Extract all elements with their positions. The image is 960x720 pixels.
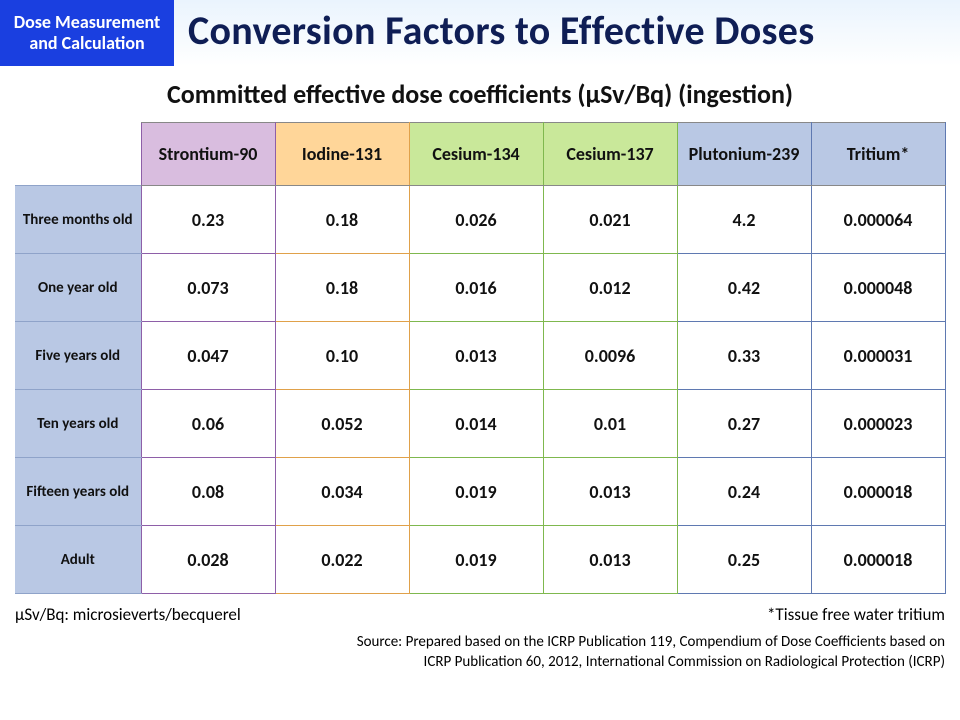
column-header: Cesium-137	[543, 123, 677, 186]
row-header: Ten years old	[15, 390, 141, 458]
data-cell: 0.18	[275, 186, 409, 254]
column-header: Iodine-131	[275, 123, 409, 186]
data-cell: 0.026	[409, 186, 543, 254]
data-cell: 0.000031	[811, 322, 945, 390]
table-row: Ten years old0.060.0520.0140.010.270.000…	[15, 390, 945, 458]
row-header: Five years old	[15, 322, 141, 390]
data-cell: 4.2	[677, 186, 811, 254]
table-row: Fifteen years old0.080.0340.0190.0130.24…	[15, 458, 945, 526]
data-cell: 0.012	[543, 254, 677, 322]
footnote-right: *Tissue free water tritium	[767, 604, 945, 625]
data-cell: 0.052	[275, 390, 409, 458]
column-header: Strontium-90	[141, 123, 275, 186]
data-cell: 0.0096	[543, 322, 677, 390]
row-header: One year old	[15, 254, 141, 322]
data-cell: 0.10	[275, 322, 409, 390]
data-cell: 0.000023	[811, 390, 945, 458]
data-cell: 0.073	[141, 254, 275, 322]
data-cell: 0.000048	[811, 254, 945, 322]
data-cell: 0.013	[543, 526, 677, 594]
subtitle: Committed effective dose coefficients (μ…	[0, 78, 960, 110]
table-row: Five years old0.0470.100.0130.00960.330.…	[15, 322, 945, 390]
header-band: Dose Measurement and Calculation Convers…	[0, 0, 960, 66]
data-cell: 0.23	[141, 186, 275, 254]
table-container: Strontium-90Iodine-131Cesium-134Cesium-1…	[15, 122, 945, 594]
source-citation: Source: Prepared based on the ICRP Publi…	[15, 633, 945, 672]
data-cell: 0.08	[141, 458, 275, 526]
table-row: Adult0.0280.0220.0190.0130.250.000018	[15, 526, 945, 594]
table-row: Three months old0.230.180.0260.0214.20.0…	[15, 186, 945, 254]
data-cell: 0.33	[677, 322, 811, 390]
data-cell: 0.047	[141, 322, 275, 390]
data-cell: 0.27	[677, 390, 811, 458]
data-cell: 0.000018	[811, 526, 945, 594]
data-cell: 0.022	[275, 526, 409, 594]
data-cell: 0.000064	[811, 186, 945, 254]
column-header: Plutonium-239	[677, 123, 811, 186]
data-cell: 0.014	[409, 390, 543, 458]
table-row: One year old0.0730.180.0160.0120.420.000…	[15, 254, 945, 322]
data-cell: 0.000018	[811, 458, 945, 526]
data-cell: 0.021	[543, 186, 677, 254]
row-header: Adult	[15, 526, 141, 594]
row-header: Three months old	[15, 186, 141, 254]
source-line: ICRP Publication 60, 2012, International…	[15, 653, 945, 673]
page-title: Conversion Factors to Effective Doses	[188, 6, 948, 55]
footnotes: μSv/Bq: microsieverts/becquerel *Tissue …	[15, 604, 945, 625]
column-header: Tritium*	[811, 123, 945, 186]
footnote-left: μSv/Bq: microsieverts/becquerel	[15, 604, 241, 625]
data-cell: 0.06	[141, 390, 275, 458]
data-cell: 0.016	[409, 254, 543, 322]
data-cell: 0.25	[677, 526, 811, 594]
data-cell: 0.18	[275, 254, 409, 322]
data-cell: 0.034	[275, 458, 409, 526]
row-header: Fifteen years old	[15, 458, 141, 526]
column-header: Cesium-134	[409, 123, 543, 186]
data-cell: 0.028	[141, 526, 275, 594]
category-badge: Dose Measurement and Calculation	[0, 0, 174, 66]
data-cell: 0.24	[677, 458, 811, 526]
data-cell: 0.019	[409, 526, 543, 594]
data-cell: 0.01	[543, 390, 677, 458]
dose-table: Strontium-90Iodine-131Cesium-134Cesium-1…	[15, 122, 946, 594]
data-cell: 0.013	[409, 322, 543, 390]
data-cell: 0.013	[543, 458, 677, 526]
corner-cell	[15, 123, 141, 186]
data-cell: 0.42	[677, 254, 811, 322]
data-cell: 0.019	[409, 458, 543, 526]
source-line: Source: Prepared based on the ICRP Publi…	[15, 633, 945, 653]
